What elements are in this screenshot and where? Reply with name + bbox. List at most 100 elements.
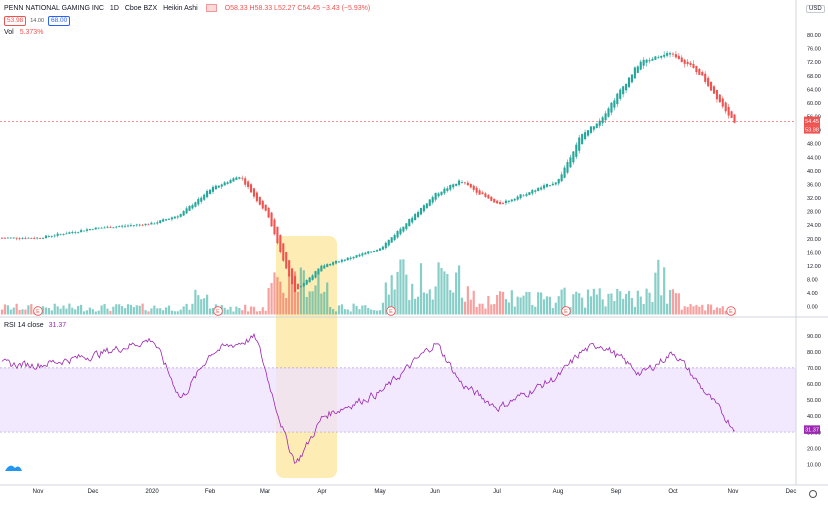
candle-body xyxy=(551,183,554,186)
volume-bar xyxy=(308,291,311,315)
volume-bar xyxy=(387,294,390,315)
candle-body xyxy=(545,183,549,187)
candle-body xyxy=(560,174,563,182)
volume-bar xyxy=(355,305,358,315)
volume-bar xyxy=(589,296,593,315)
volume-bar xyxy=(402,259,405,315)
volume-bar xyxy=(282,292,285,315)
candle-body xyxy=(572,151,575,163)
volume-bar xyxy=(519,297,522,315)
volume-bar xyxy=(296,291,300,315)
volume-bar xyxy=(59,308,62,315)
volume-bar xyxy=(607,293,610,315)
candle-body xyxy=(141,224,144,226)
volume-bar xyxy=(138,305,141,315)
candle-body xyxy=(33,238,36,239)
candle-body xyxy=(229,179,232,184)
volume-bar xyxy=(578,293,581,315)
candle-body xyxy=(534,190,537,192)
interval-label[interactable]: 1D xyxy=(109,4,119,12)
volume-bar xyxy=(185,303,188,315)
volume-bar xyxy=(419,263,423,315)
candle-body xyxy=(41,237,45,239)
candle-body xyxy=(622,86,625,95)
chart-legend: PENN NATIONAL GAMING INC 1D Cboe BZX Hei… xyxy=(4,4,370,12)
bid-box[interactable]: 53.98 xyxy=(4,16,27,26)
candle-body xyxy=(601,117,604,124)
time-tick-label: Nov xyxy=(728,489,739,495)
volume-label[interactable]: Vol xyxy=(4,29,14,36)
candle-body xyxy=(364,252,367,255)
volume-bar xyxy=(475,307,478,315)
volume-bar xyxy=(121,306,124,315)
volume-bar xyxy=(44,307,48,315)
candle-body xyxy=(250,184,253,193)
candle-body xyxy=(223,182,226,186)
candle-body xyxy=(288,260,291,277)
rsi-label[interactable]: RSI 14 close xyxy=(4,322,44,329)
volume-bar xyxy=(47,307,50,315)
candle-body xyxy=(217,185,220,188)
volume-bar xyxy=(373,310,376,315)
candle-body xyxy=(446,188,449,191)
volume-bar xyxy=(123,308,127,315)
volume-bar xyxy=(203,298,206,315)
last-price-tag-text: 54.45 xyxy=(805,119,819,125)
ask-box[interactable]: 68.00 xyxy=(47,16,71,26)
candle-body xyxy=(346,257,349,261)
candle-body xyxy=(472,185,475,190)
price-tick-label: 72.00 xyxy=(807,60,821,66)
volume-bar xyxy=(548,296,552,315)
candle-body xyxy=(393,234,396,240)
candle-body xyxy=(668,53,672,55)
volume-bar xyxy=(545,296,549,315)
rsi-tick-label: 10.00 xyxy=(807,462,821,468)
tradingview-logo-icon xyxy=(5,465,22,471)
candle-body xyxy=(173,216,176,219)
volume-bar xyxy=(721,306,724,315)
candle-body xyxy=(686,61,689,65)
volume-bar xyxy=(434,286,437,315)
gear-icon[interactable] xyxy=(205,4,217,12)
volume-bar xyxy=(159,308,162,315)
volume-bar xyxy=(513,306,516,315)
candle-body xyxy=(677,55,680,60)
candle-body xyxy=(501,203,505,204)
volume-bar xyxy=(65,308,68,315)
candle-body xyxy=(132,225,135,227)
candle-body xyxy=(381,246,384,250)
volume-bar xyxy=(660,295,663,315)
candle-body xyxy=(595,123,598,128)
candle-body xyxy=(53,235,56,237)
candle-body xyxy=(6,237,9,239)
candle-body xyxy=(100,227,103,229)
volume-bar xyxy=(446,274,449,315)
time-tick-label: Aug xyxy=(553,489,564,495)
chart-style-label[interactable]: Heikin Ashi xyxy=(163,4,198,12)
candle-body xyxy=(428,199,431,206)
volume-bar xyxy=(560,289,563,315)
quote-boxes: 53.98 14.00 68.00 xyxy=(4,16,71,26)
volume-bar xyxy=(247,311,250,315)
price-tick-label: 24.00 xyxy=(807,223,821,229)
volume-bar xyxy=(701,304,704,315)
currency-label[interactable]: USD xyxy=(806,5,825,13)
time-tick-label: Feb xyxy=(205,489,216,495)
rsi-legend: RSI 14 close 31.37 xyxy=(4,322,66,329)
candle-body xyxy=(484,193,487,197)
volume-bar xyxy=(463,301,467,315)
exchange-label: Cboe BZX xyxy=(124,4,158,12)
volume-bar xyxy=(639,296,642,315)
candle-body xyxy=(466,182,469,186)
volume-bar xyxy=(156,308,159,315)
volume-bar xyxy=(531,304,534,315)
volume-bar xyxy=(534,306,537,315)
candle-body xyxy=(226,182,229,184)
volume-bar xyxy=(408,300,411,315)
volume-bar xyxy=(695,304,698,315)
volume-bar xyxy=(557,296,560,315)
earnings-marker-label: E xyxy=(564,309,568,315)
symbol-title[interactable]: PENN NATIONAL GAMING INC xyxy=(4,4,104,12)
